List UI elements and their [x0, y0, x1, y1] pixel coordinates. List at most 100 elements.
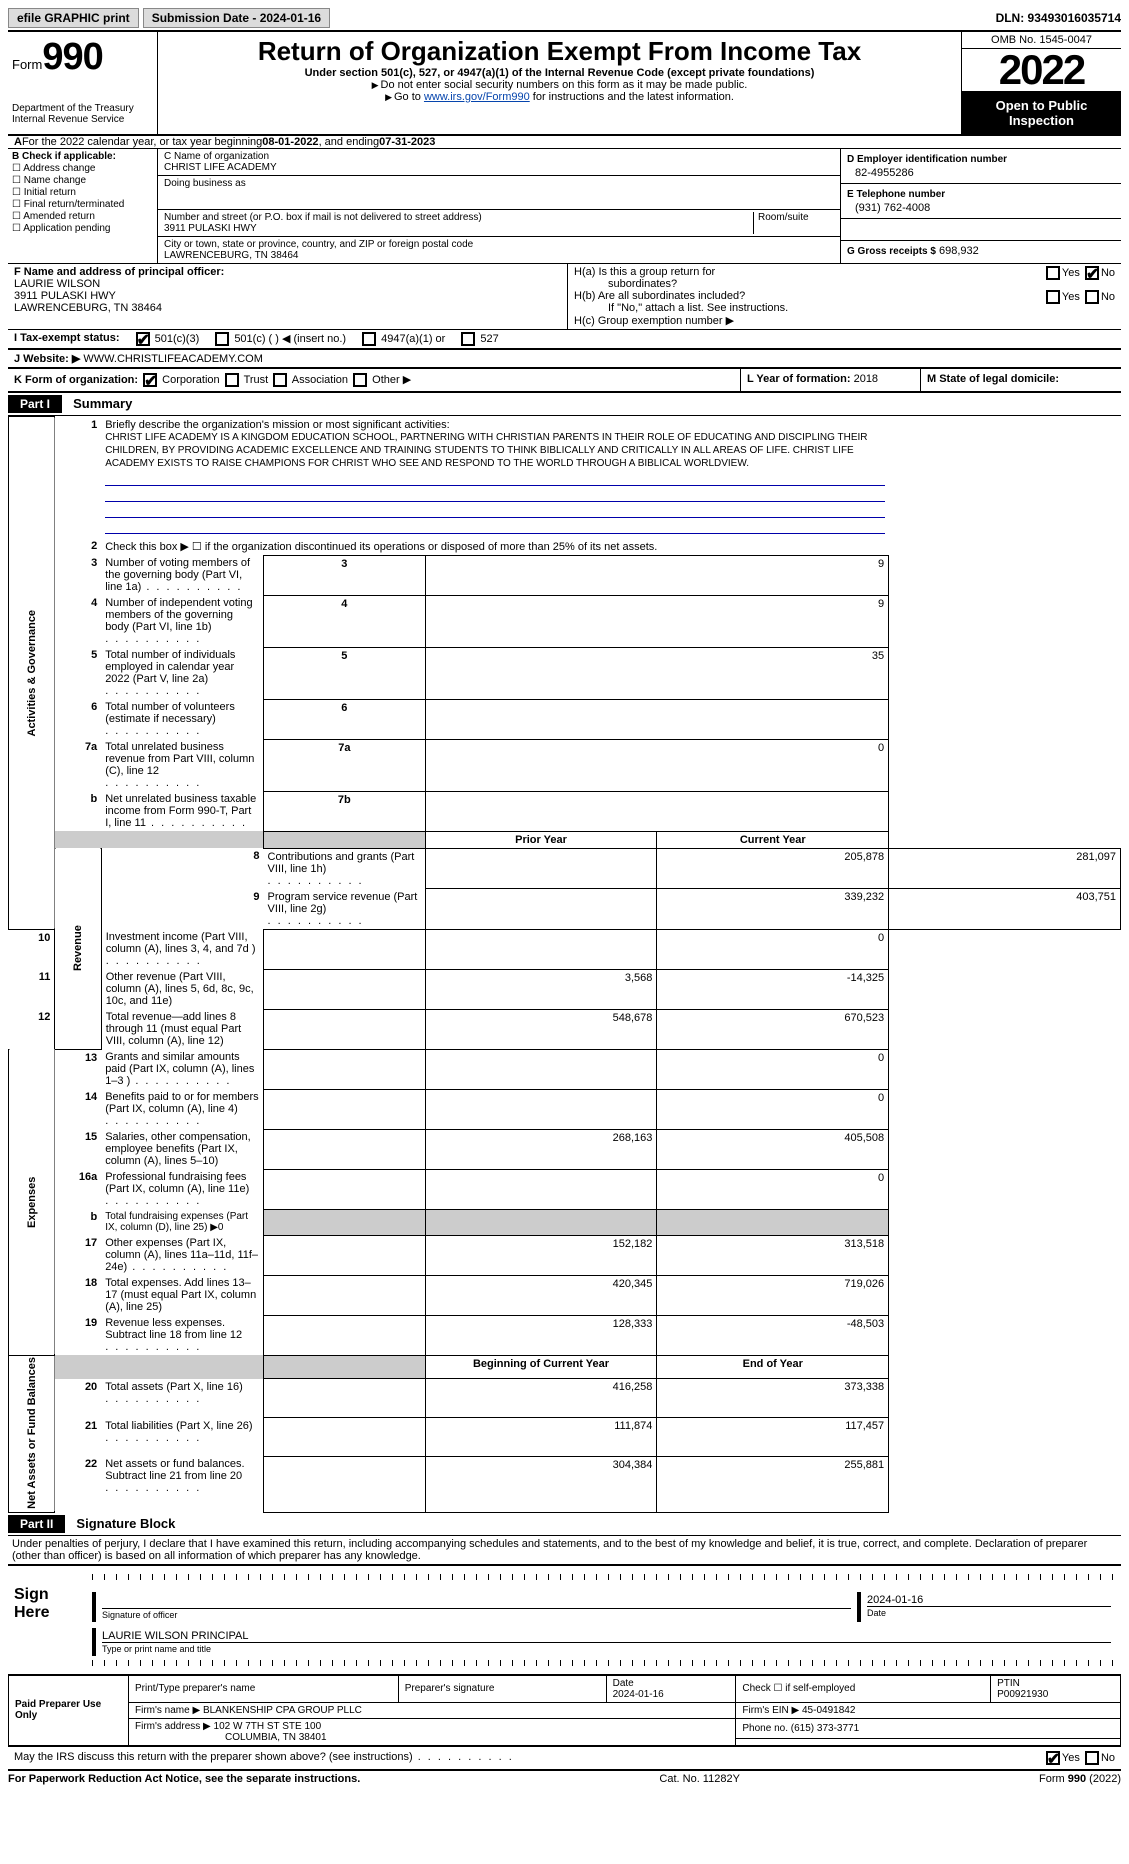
ha-no-checkbox[interactable]	[1085, 266, 1099, 280]
prep-date-label: Date	[613, 1678, 634, 1689]
chk-501c3[interactable]	[136, 332, 150, 346]
chk-name-change[interactable]: ☐ Name change	[12, 175, 153, 186]
firm-ein-value: 45-0491842	[802, 1705, 855, 1716]
goto-text-a: Go to	[394, 91, 424, 103]
discuss-yes-checkbox[interactable]	[1046, 1751, 1060, 1765]
chk-amended-return[interactable]: ☐ Amended return	[12, 211, 153, 222]
box-b-label: B Check if applicable:	[12, 151, 116, 162]
l17-text: Other expenses (Part IX, column (A), lin…	[105, 1237, 258, 1273]
mission-text: CHRIST LIFE ACADEMY IS A KINGDOM EDUCATI…	[105, 431, 884, 470]
l11-text: Other revenue (Part VIII, column (A), li…	[106, 971, 254, 1007]
l15-text: Salaries, other compensation, employee b…	[105, 1131, 251, 1167]
l6-value	[425, 699, 889, 739]
dln-text: DLN: 93493016035714	[996, 11, 1121, 25]
year-formation-label: L Year of formation:	[747, 373, 851, 385]
l22-text: Net assets or fund balances. Subtract li…	[105, 1458, 244, 1482]
hb-yes-checkbox[interactable]	[1046, 290, 1060, 304]
firm-phone-value: (615) 373-3771	[791, 1723, 859, 1734]
tax-year: 2022	[962, 49, 1121, 91]
l13-current: 0	[657, 1049, 889, 1089]
chk-initial-return[interactable]: ☐ Initial return	[12, 187, 153, 198]
period-begin: 08-01-2022	[262, 136, 318, 148]
l4-text: Number of independent voting members of …	[105, 597, 252, 633]
discuss-row: May the IRS discuss this return with the…	[8, 1746, 1121, 1769]
l19-current: -48,503	[657, 1315, 889, 1355]
l7b-value	[425, 791, 889, 831]
year-formation-value: 2018	[854, 373, 878, 385]
efile-badge: efile GRAPHIC print	[8, 8, 139, 28]
top-bar: efile GRAPHIC print Submission Date - 20…	[8, 8, 1121, 32]
l20-prior: 416,258	[425, 1379, 657, 1418]
l10-current: 0	[657, 929, 889, 969]
officer-city: LAWRENCEBURG, TN 38464	[14, 302, 162, 314]
period-text-a: For the 2022 calendar year, or tax year …	[22, 136, 262, 148]
period-text-b: , and ending	[319, 136, 380, 148]
summary-table: Activities & Governance 1 Briefly descri…	[8, 416, 1121, 1512]
website-label: J Website: ▶	[14, 353, 80, 365]
l11-prior: 3,568	[425, 969, 657, 1009]
sig-date-label: Date	[867, 1606, 1111, 1618]
hb-note: If "No," attach a list. See instructions…	[574, 302, 1115, 314]
l18-prior: 420,345	[425, 1275, 657, 1315]
perjury-declaration: Under penalties of perjury, I declare th…	[8, 1536, 1121, 1564]
prep-date-value: 2024-01-16	[613, 1689, 664, 1700]
chk-final-return[interactable]: ☐ Final return/terminated	[12, 199, 153, 210]
l21-current: 117,457	[657, 1418, 889, 1457]
ptin-label: PTIN	[997, 1678, 1020, 1689]
l6-text: Total number of volunteers (estimate if …	[105, 701, 235, 725]
chk-application-pending[interactable]: ☐ Application pending	[12, 223, 153, 234]
discuss-no-checkbox[interactable]	[1085, 1751, 1099, 1765]
firm-addr2: COLUMBIA, TN 38401	[135, 1732, 327, 1743]
city-label: City or town, state or province, country…	[164, 239, 473, 250]
part1-bar: Part I Summary	[8, 393, 1121, 416]
chk-other[interactable]	[353, 373, 367, 387]
submission-date-button[interactable]: Submission Date - 2024-01-16	[143, 8, 330, 28]
l12-text: Total revenue—add lines 8 through 11 (mu…	[106, 1011, 242, 1047]
l21-prior: 111,874	[425, 1418, 657, 1457]
prep-selfemp-label[interactable]: Check ☐ if self-employed	[736, 1675, 991, 1703]
l9-prior: 339,232	[657, 889, 889, 930]
l2-text: Check this box ▶ ☐ if the organization d…	[101, 538, 888, 556]
l4-value: 9	[425, 595, 889, 647]
ha-yes-checkbox[interactable]	[1046, 266, 1060, 280]
chk-501c[interactable]	[215, 332, 229, 346]
period-end: 07-31-2023	[379, 136, 435, 148]
period-row: A For the 2022 calendar year, or tax yea…	[8, 136, 1121, 149]
chk-trust[interactable]	[225, 373, 239, 387]
chk-corporation[interactable]	[143, 373, 157, 387]
irs-link[interactable]: www.irs.gov/Form990	[424, 91, 530, 103]
hc-label: H(c) Group exemption number ▶	[574, 314, 1115, 327]
chk-527[interactable]	[461, 332, 475, 346]
l15-current: 405,508	[657, 1129, 889, 1169]
chk-address-change[interactable]: ☐ Address change	[12, 163, 153, 174]
room-label: Room/suite	[758, 212, 809, 223]
l8-text: Contributions and grants (Part VIII, lin…	[268, 851, 415, 875]
form-word: Form	[12, 57, 42, 72]
side-label-expenses: Expenses	[9, 1049, 55, 1355]
l18-text: Total expenses. Add lines 13–17 (must eq…	[105, 1277, 256, 1313]
l15-prior: 268,163	[425, 1129, 657, 1169]
l22-prior: 304,384	[425, 1456, 657, 1512]
l10-text: Investment income (Part VIII, column (A)…	[106, 931, 256, 955]
footer: For Paperwork Reduction Act Notice, see …	[8, 1769, 1121, 1785]
l20-current: 373,338	[657, 1379, 889, 1418]
current-year-header: Current Year	[657, 831, 889, 848]
l14-text: Benefits paid to or for members (Part IX…	[105, 1091, 258, 1115]
chk-4947[interactable]	[362, 332, 376, 346]
l13-text: Grants and similar amounts paid (Part IX…	[105, 1051, 254, 1087]
l17-current: 313,518	[657, 1235, 889, 1275]
org-info-block: B Check if applicable: ☐ Address change …	[8, 149, 1121, 264]
l11-current: -14,325	[657, 969, 889, 1009]
l9-current: 403,751	[889, 889, 1121, 930]
side-label-governance: Activities & Governance	[9, 417, 55, 930]
l12-prior: 548,678	[425, 1009, 657, 1049]
l5-value: 35	[425, 647, 889, 699]
boy-header: Beginning of Current Year	[425, 1355, 657, 1379]
l16b-text: Total fundraising expenses (Part IX, col…	[105, 1211, 248, 1233]
chk-association[interactable]	[273, 373, 287, 387]
form-subtitle: Under section 501(c), 527, or 4947(a)(1)…	[166, 67, 953, 79]
ha-sub: subordinates?	[574, 278, 677, 290]
open-to-public: Open to Public Inspection	[962, 91, 1121, 134]
officer-name-title-value: LAURIE WILSON PRINCIPAL	[102, 1630, 1111, 1642]
hb-no-checkbox[interactable]	[1085, 290, 1099, 304]
